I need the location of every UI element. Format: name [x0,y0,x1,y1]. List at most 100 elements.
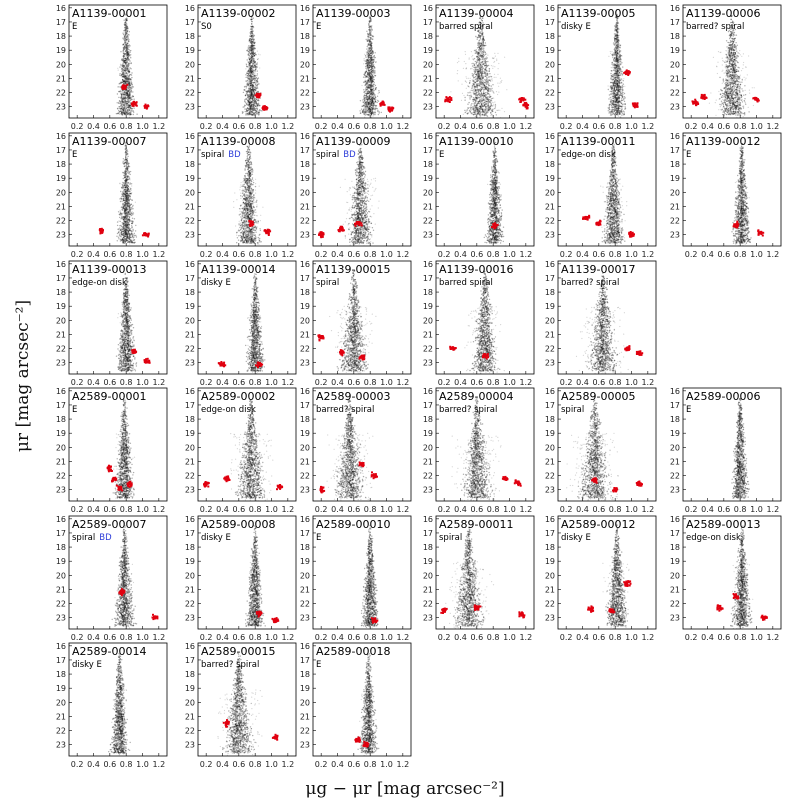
data-point [126,19,128,21]
data-point [497,52,499,55]
data-point [124,47,127,50]
data-point [374,84,377,87]
data-point [609,96,611,99]
data-point [119,63,122,65]
data-point [126,47,128,49]
data-point [477,69,479,71]
outlier-point [134,102,137,105]
data-point [127,41,130,43]
data-point [124,93,126,96]
data-point [368,20,371,22]
data-point [121,72,124,75]
data-point [486,70,488,72]
data-point [249,39,251,41]
data-point [368,37,370,39]
y-tick-label: 23 [185,103,195,112]
data-point [377,99,379,102]
data-point [256,70,258,72]
data-point [124,62,127,64]
data-point [364,106,366,109]
data-point [250,107,252,110]
data-point [129,105,131,107]
data-point [124,69,126,71]
data-point [120,108,122,110]
data-point [128,97,130,99]
data-point [481,64,484,66]
data-point [124,94,126,96]
data-point [248,87,250,90]
data-point [368,105,370,107]
data-point [128,97,130,99]
panel-morphology: S0 [201,22,212,32]
data-point [127,98,129,100]
data-point [124,23,126,26]
data-point [365,87,367,89]
data-point [359,112,362,114]
data-point [464,112,466,114]
data-point [124,32,127,34]
data-point [248,65,251,67]
data-point [487,76,490,78]
data-point [120,100,122,103]
data-point [367,79,369,82]
data-point [125,48,128,50]
data-point [246,49,248,52]
data-point [124,96,127,98]
data-point [251,25,253,27]
data-point [372,78,374,80]
data-point [258,83,260,85]
data-point [123,104,125,107]
data-point [124,41,127,44]
data-point [131,108,133,110]
data-point [128,53,130,56]
data-point [250,80,252,82]
data-point [125,73,127,75]
data-point [250,92,252,95]
data-point [461,83,463,85]
data-point [120,96,123,99]
data-point [486,102,488,105]
data-point [126,23,128,25]
data-point [131,85,133,88]
data-point [484,98,486,100]
data-point [471,56,473,58]
data-point [251,57,253,60]
data-point [124,82,126,84]
data-point [249,70,252,72]
data-point [493,97,495,99]
data-point [127,95,129,98]
data-point [248,109,250,111]
data-point [127,43,129,45]
data-point [130,112,132,115]
data-point [481,113,483,116]
data-point [250,113,252,115]
data-point [121,73,123,75]
data-point [469,106,472,109]
data-point [124,82,127,84]
data-point [247,57,249,59]
data-point [119,86,121,88]
data-point [128,64,130,66]
data-point [497,109,499,111]
data-point [129,60,131,62]
data-point [479,85,481,87]
data-point [468,57,470,59]
data-point [123,81,125,83]
data-point [131,96,133,98]
data-point [241,112,244,115]
data-point [252,89,254,91]
data-point [126,111,128,113]
data-point [123,75,126,78]
data-point [479,83,481,86]
data-point [124,92,127,95]
data-point [124,97,127,99]
data-point [469,77,471,79]
data-point [257,91,259,93]
data-point [124,109,126,111]
data-point [494,107,496,110]
data-point [364,108,366,110]
data-point [121,95,123,97]
data-point [256,50,258,52]
data-point [471,92,473,94]
data-point [253,44,255,47]
